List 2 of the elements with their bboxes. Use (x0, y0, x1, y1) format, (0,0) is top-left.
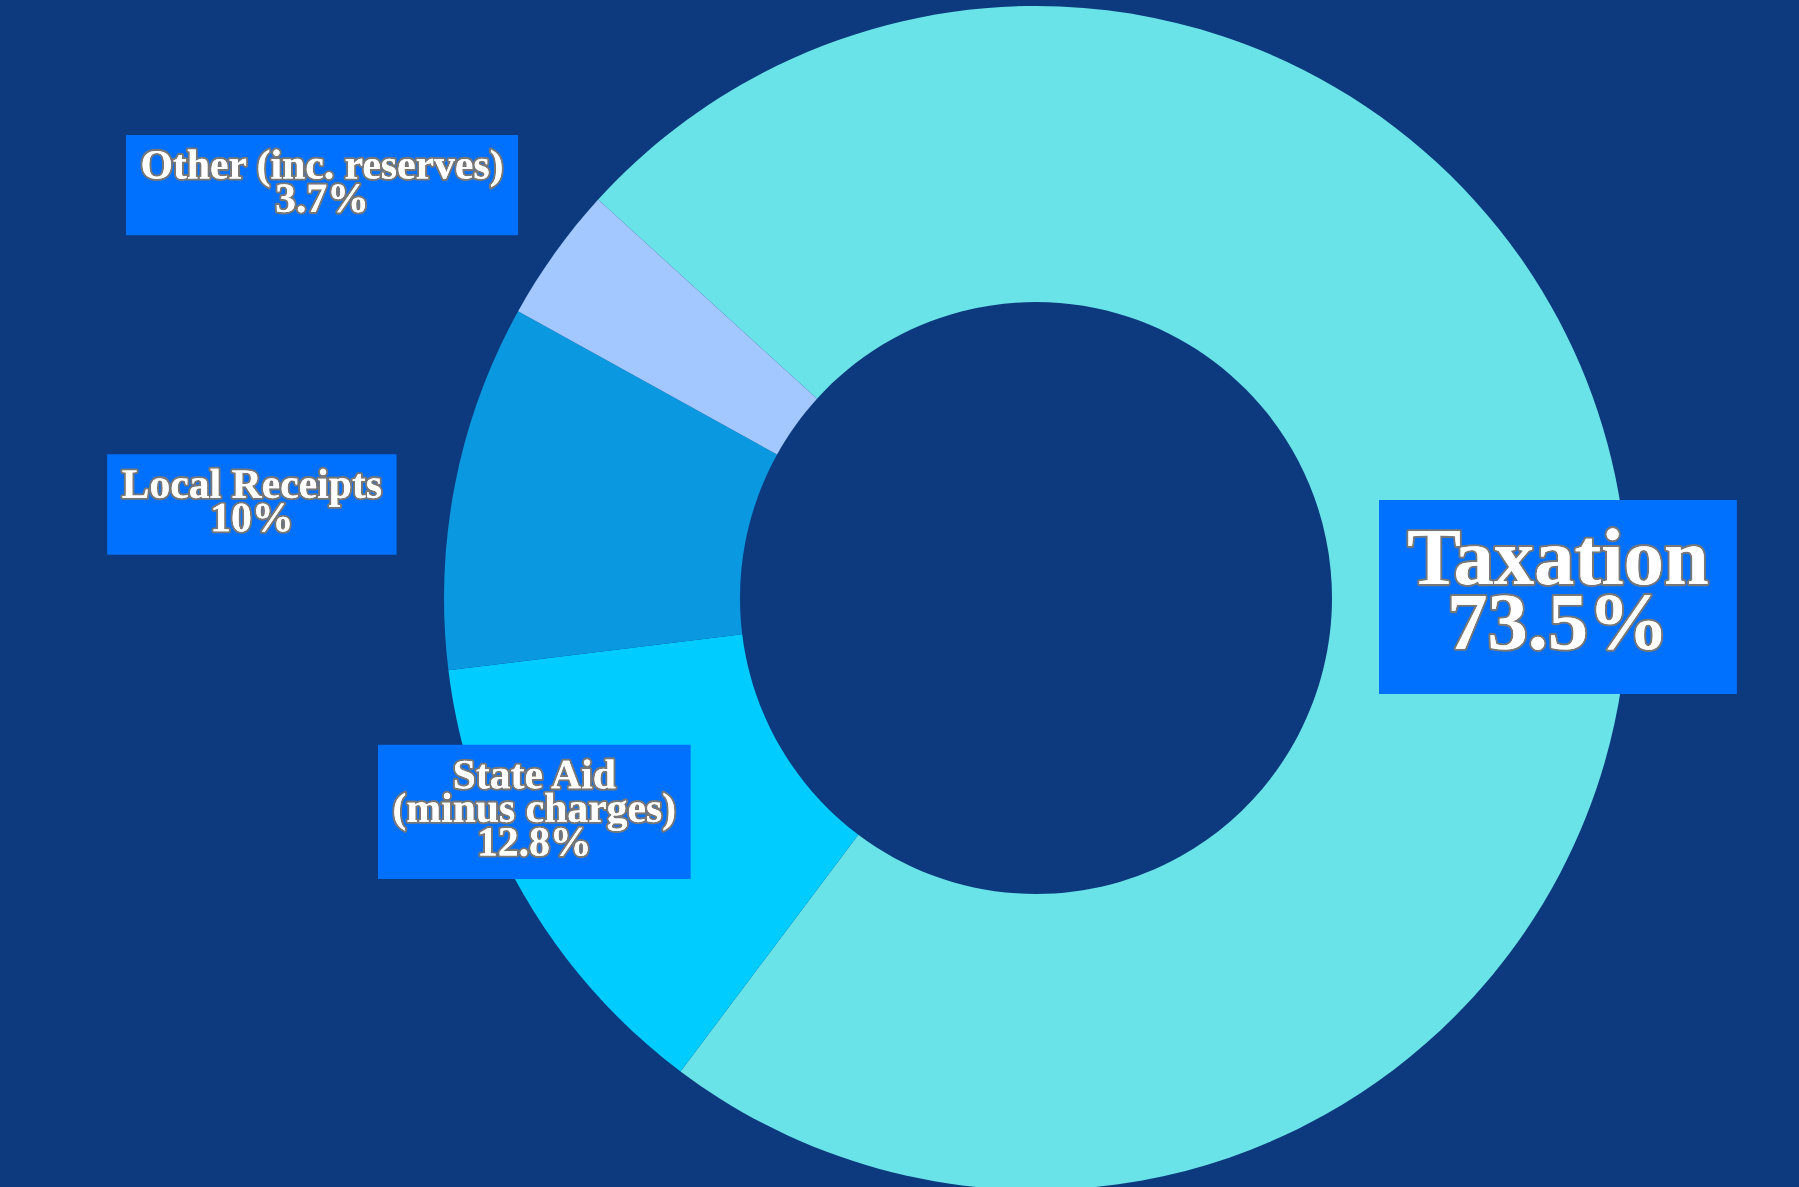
data-label: 73.5% (1451, 595, 1662, 650)
slice-label: Taxation (1408, 528, 1708, 585)
